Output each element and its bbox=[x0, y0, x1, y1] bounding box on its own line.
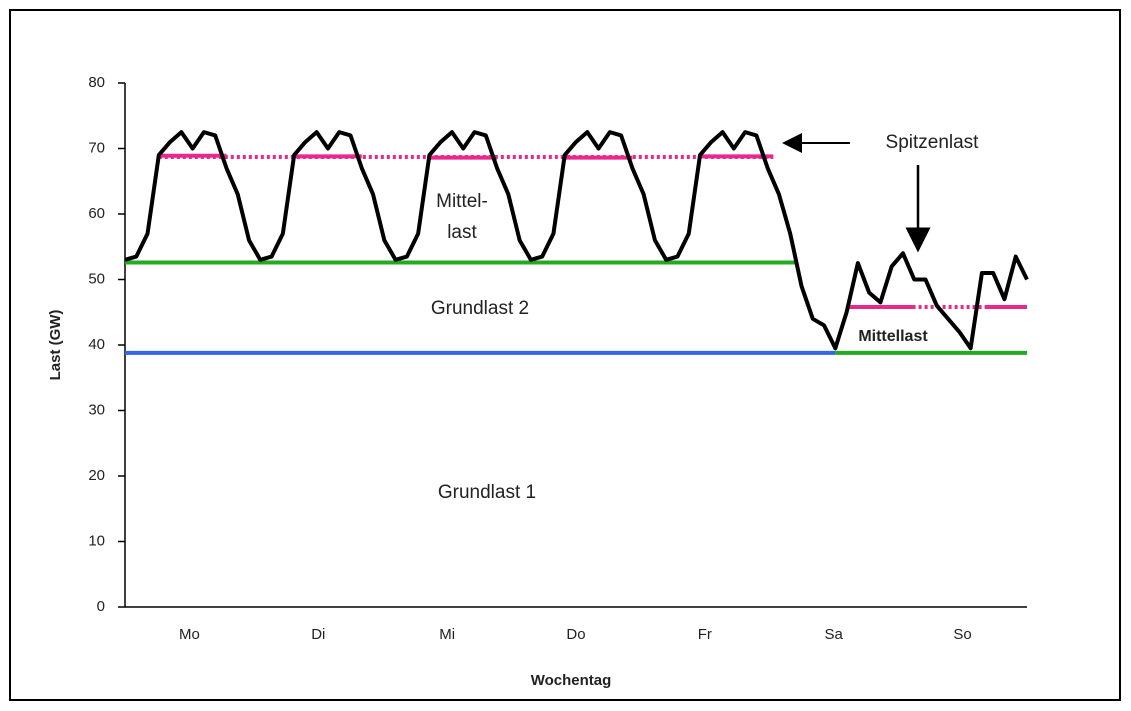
x-tick-label: Do bbox=[566, 626, 585, 643]
x-axis-label: Wochentag bbox=[531, 672, 612, 689]
annotation: last bbox=[447, 222, 477, 243]
x-tick-label: So bbox=[953, 626, 971, 643]
x-tick-label: Sa bbox=[825, 626, 844, 643]
y-tick-label: 0 bbox=[97, 598, 105, 615]
x-tick-label: Mo bbox=[179, 626, 200, 643]
y-tick-label: 70 bbox=[88, 139, 105, 156]
y-tick-label: 60 bbox=[88, 205, 105, 222]
y-tick-label: 80 bbox=[88, 74, 105, 91]
y-tick-label: 40 bbox=[88, 336, 105, 353]
x-tick-label: Fr bbox=[698, 626, 712, 643]
annotation: Grundlast 2 bbox=[431, 298, 529, 319]
annotation: Mittel- bbox=[436, 191, 488, 212]
y-tick-label: 20 bbox=[88, 467, 105, 484]
y-tick-label: 10 bbox=[88, 532, 105, 549]
y-tick-label: 30 bbox=[88, 401, 105, 418]
annotation: Grundlast 1 bbox=[438, 482, 536, 503]
frame bbox=[9, 9, 1121, 701]
y-axis-label: Last (GW) bbox=[47, 310, 64, 381]
load-line bbox=[124, 130, 1029, 351]
annotation: Spitzenlast bbox=[886, 132, 980, 153]
x-tick-label: Di bbox=[311, 626, 325, 643]
annotation: Mittellast bbox=[858, 328, 928, 345]
y-tick-label: 50 bbox=[88, 270, 105, 287]
x-tick-label: Mi bbox=[439, 626, 455, 643]
